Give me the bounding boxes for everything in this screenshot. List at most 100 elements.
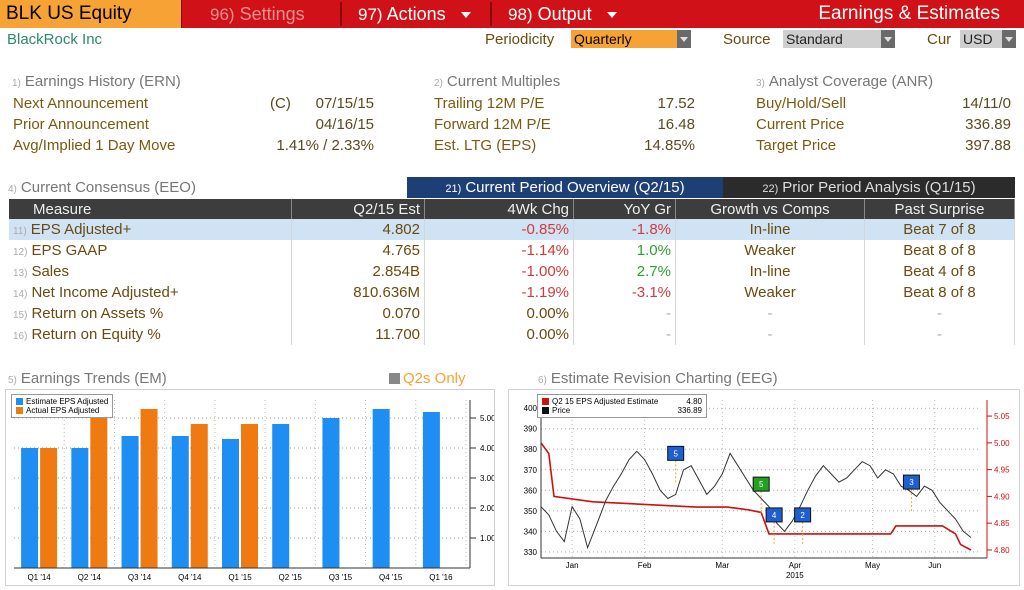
column-header[interactable]: Growth vs Comps: [675, 199, 865, 219]
column-header[interactable]: Q2/15 Est: [291, 199, 425, 219]
y-tick-label-right: 4.95: [994, 466, 1010, 475]
x-tick-label: Jan: [566, 561, 579, 570]
table-row[interactable]: 15) Return on Assets % 0.070 0.00% - - -: [9, 303, 1015, 324]
row-number: 14): [13, 289, 28, 300]
bar-actual: [190, 424, 208, 568]
measure-label: Net Income Adjusted+: [31, 284, 179, 301]
table-row[interactable]: 13) Sales 2.854B -1.00% 2.7% In-line Beat 4 of…: [9, 261, 1015, 282]
tab-number: 21): [445, 183, 462, 195]
earnings-history-link[interactable]: 1) Earnings History (ERN): [12, 73, 181, 90]
bar-estimate: [121, 436, 139, 568]
current-consensus-link[interactable]: 4) Current Consensus (EEO): [8, 179, 196, 196]
column-header[interactable]: Measure: [9, 199, 292, 219]
security-ticker[interactable]: BLK US Equity: [0, 0, 182, 28]
section-number: 2): [434, 78, 443, 89]
revision-marker: [765, 507, 783, 523]
bar-actual: [241, 424, 258, 568]
x-year-label: 2015: [786, 571, 804, 580]
y-tick-label-right: 5.00: [994, 439, 1010, 448]
growth-vs-comps-cell: -: [675, 324, 865, 345]
periodicity-dropdown[interactable]: Quarterly: [571, 30, 691, 48]
y-tick-label-left: 330: [524, 548, 538, 557]
revision-marker: [667, 445, 685, 461]
y-tick-label-right: 5.05: [994, 412, 1010, 421]
chevron-down-icon: [881, 30, 895, 48]
y-tick-label: 4.00: [480, 444, 494, 453]
estimate-revision-link[interactable]: 6) Estimate Revision Charting (EEG): [538, 370, 778, 387]
y-tick-label-right: 4.80: [994, 546, 1010, 555]
currency-dropdown[interactable]: USD: [960, 30, 1016, 48]
ltg-value: 14.85%: [644, 137, 695, 154]
y-tick-label: 5.00: [480, 414, 494, 423]
trailing-pe-label: Trailing 12M P/E: [434, 95, 545, 112]
table-row[interactable]: 12) EPS GAAP 4.765 -1.14% 1.0% Weaker Beat 8 o…: [9, 240, 1015, 261]
four-week-change-cell: -0.85%: [424, 219, 574, 240]
measure-cell[interactable]: 11) EPS Adjusted+: [9, 219, 292, 240]
section-number: 4): [8, 184, 17, 195]
x-tick-label: Q4 '14: [178, 573, 202, 582]
row-number: 16): [13, 331, 28, 342]
section-title: Estimate Revision Charting (EEG): [550, 370, 778, 387]
estimate-cell: 2.854B: [291, 261, 425, 282]
revision-marker: [752, 476, 770, 492]
day-move-value: 1.41% / 2.33%: [276, 137, 374, 154]
next-announcement-label: Next Announcement: [13, 95, 149, 112]
bar-estimate: [422, 412, 440, 568]
legend-swatch: [542, 398, 549, 406]
four-week-change-cell: -1.00%: [424, 261, 574, 282]
output-menu-label: Output: [537, 4, 592, 24]
source-label: Source: [723, 31, 771, 48]
analyst-coverage-link[interactable]: 3) Analyst Coverage (ANR): [756, 73, 933, 90]
table-row[interactable]: 16) Return on Equity % 11.700 0.00% - - -: [9, 324, 1015, 345]
target-price-value: 397.88: [965, 137, 1011, 154]
measure-cell[interactable]: 14) Net Income Adjusted+: [9, 282, 292, 303]
yoy-growth-cell: 1.0%: [573, 240, 676, 261]
table-row[interactable]: 11) EPS Adjusted+ 4.802 -0.85% -1.8% In-line B…: [9, 219, 1015, 240]
legend-label: Q2 15 EPS Adjusted Estimate: [552, 397, 659, 406]
q2s-only-checkbox[interactable]: Q2s Only: [389, 370, 466, 387]
actions-menu-label: Actions: [386, 4, 446, 24]
consensus-table: Measure Q2/15 Est 4Wk Chg YoY Gr Growth …: [9, 199, 1015, 345]
growth-vs-comps-cell: Weaker: [675, 282, 865, 303]
y-tick-label-left: 390: [524, 425, 538, 434]
tab-current-period[interactable]: 21) Current Period Overview (Q2/15): [407, 177, 723, 198]
y-tick-label-left: 400: [524, 404, 538, 413]
x-tick-label: Q2 '14: [78, 573, 102, 582]
table-row[interactable]: 14) Net Income Adjusted+ 810.636M -1.19% -3.…: [9, 282, 1015, 303]
x-tick-label: Mar: [715, 561, 729, 570]
source-dropdown[interactable]: Standard: [783, 30, 895, 48]
output-menu[interactable]: 98) Output: [508, 0, 617, 28]
y-tick-label-left: 370: [524, 466, 538, 475]
measure-cell[interactable]: 16) Return on Equity %: [9, 324, 292, 345]
revision-marker: [902, 474, 920, 490]
y-tick-label-right: 4.85: [994, 519, 1010, 528]
column-header[interactable]: 4Wk Chg: [424, 199, 574, 219]
measure-cell[interactable]: 12) EPS GAAP: [9, 240, 292, 261]
y-tick-label-left: 380: [524, 445, 538, 454]
past-surprise-cell: Beat 4 of 8: [864, 261, 1015, 282]
tab-prior-period[interactable]: 22) Prior Period Analysis (Q1/15): [723, 177, 1015, 198]
section-number: 6): [538, 375, 547, 386]
column-header[interactable]: YoY Gr: [573, 199, 676, 219]
measure-cell[interactable]: 15) Return on Assets %: [9, 303, 292, 324]
growth-vs-comps-cell: In-line: [675, 219, 865, 240]
estimate-cell: 810.636M: [291, 282, 425, 303]
settings-menu[interactable]: 96) Settings: [210, 0, 305, 28]
forward-pe-value: 16.48: [657, 116, 695, 133]
table-header-row: Measure Q2/15 Est 4Wk Chg YoY Gr Growth …: [9, 199, 1015, 219]
measure-cell[interactable]: 13) Sales: [9, 261, 292, 282]
buy-hold-sell-label: Buy/Hold/Sell: [756, 95, 847, 112]
growth-vs-comps-cell: In-line: [675, 261, 865, 282]
column-header[interactable]: Past Surprise: [864, 199, 1015, 219]
section-number: 1): [12, 78, 21, 89]
periodicity-value: Quarterly: [574, 31, 632, 47]
chevron-down-icon: [1002, 30, 1016, 48]
day-move-label: Avg/Implied 1 Day Move: [13, 137, 176, 154]
actions-menu[interactable]: 97) Actions: [358, 0, 471, 28]
y-tick-label-left: 360: [524, 486, 538, 495]
y-tick-label: 2.00: [480, 504, 494, 513]
section-number: 5): [8, 375, 17, 386]
section-title: Analyst Coverage (ANR): [768, 73, 934, 90]
bar-actual: [140, 409, 158, 568]
earnings-trends-link[interactable]: 5) Earnings Trends (EM): [8, 370, 167, 387]
